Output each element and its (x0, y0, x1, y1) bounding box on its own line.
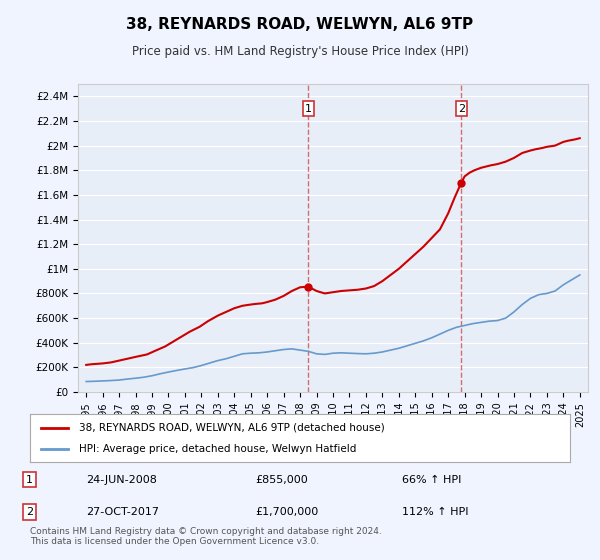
Text: 2: 2 (26, 507, 33, 517)
Text: 66% ↑ HPI: 66% ↑ HPI (401, 474, 461, 484)
Text: £855,000: £855,000 (255, 474, 308, 484)
Text: Price paid vs. HM Land Registry's House Price Index (HPI): Price paid vs. HM Land Registry's House … (131, 45, 469, 58)
Text: 1: 1 (305, 104, 312, 114)
Text: 24-JUN-2008: 24-JUN-2008 (86, 474, 157, 484)
Text: 112% ↑ HPI: 112% ↑ HPI (401, 507, 468, 517)
Text: 27-OCT-2017: 27-OCT-2017 (86, 507, 158, 517)
Text: HPI: Average price, detached house, Welwyn Hatfield: HPI: Average price, detached house, Welw… (79, 444, 356, 454)
Text: Contains HM Land Registry data © Crown copyright and database right 2024.
This d: Contains HM Land Registry data © Crown c… (30, 526, 382, 546)
Text: 2: 2 (458, 104, 465, 114)
Text: 1: 1 (26, 474, 33, 484)
Text: 38, REYNARDS ROAD, WELWYN, AL6 9TP: 38, REYNARDS ROAD, WELWYN, AL6 9TP (127, 17, 473, 32)
Text: 38, REYNARDS ROAD, WELWYN, AL6 9TP (detached house): 38, REYNARDS ROAD, WELWYN, AL6 9TP (deta… (79, 423, 385, 433)
Text: £1,700,000: £1,700,000 (255, 507, 318, 517)
